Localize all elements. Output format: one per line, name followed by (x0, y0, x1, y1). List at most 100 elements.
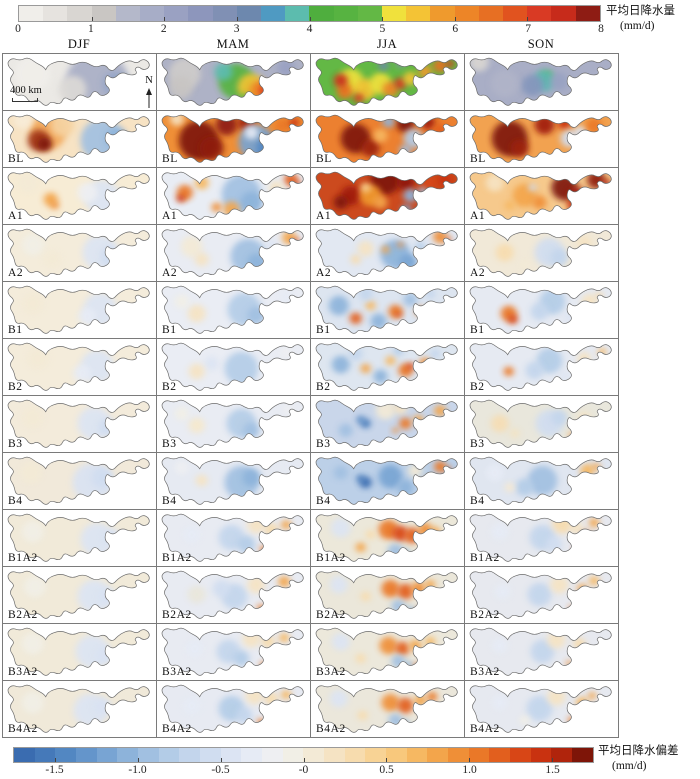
panel-label: B3 (470, 438, 485, 450)
colorbar-segment (357, 6, 383, 21)
map-panel-B3A2-SON: B3A2 (465, 624, 619, 681)
colorbar-segment (285, 6, 310, 21)
basin-map (315, 627, 458, 676)
map-panel-A2-DJF: A2 (3, 225, 157, 282)
panel-label: A2 (162, 267, 178, 279)
colorbar-tickmark (303, 758, 305, 762)
map-panel-B3-SON: B3 (465, 396, 619, 453)
panel-label: B4 (8, 495, 23, 507)
colorbar-segment (365, 748, 387, 762)
panel-label: B2A2 (162, 609, 192, 621)
colorbar-tickmark (551, 758, 553, 762)
bias-colorbar (13, 747, 594, 763)
map-panel-B1A2-JJA: B1A2 (311, 510, 465, 567)
basin-map (161, 171, 304, 220)
panel-label: B4 (162, 495, 177, 507)
colorbar-segment (236, 6, 262, 21)
colorbar-segment (489, 748, 511, 762)
map-panel-B2-JJA: B2 (311, 339, 465, 396)
basin-map (315, 456, 458, 505)
map-panel-B3-DJF: B3 (3, 396, 157, 453)
panel-label: B1 (8, 324, 23, 336)
colorbar-segment (503, 6, 528, 21)
colorbar-tickmark (91, 17, 93, 21)
colorbar-tickmark (382, 17, 384, 21)
colorbar-tick-label: 8 (598, 23, 604, 35)
panel-label: B3A2 (162, 666, 192, 678)
map-panel-observation-DJF: 400 km N (3, 54, 157, 111)
season-header-mam: MAM (216, 37, 250, 51)
basin-map (7, 285, 150, 334)
map-panel-A1-DJF: A1 (3, 168, 157, 225)
panel-label: B1A2 (316, 552, 346, 564)
map-panel-B2A2-SON: B2A2 (465, 567, 619, 624)
map-panel-B1A2-DJF: B1A2 (3, 510, 157, 567)
colorbar-segment (344, 748, 366, 762)
colorbar-segment (572, 748, 593, 762)
colorbar-segment (454, 6, 479, 21)
basin-map (7, 342, 150, 391)
colorbar-tick-label: 1.0 (462, 764, 477, 776)
map-panel-A2-JJA: A2 (311, 225, 465, 282)
panel-label: A2 (470, 267, 486, 279)
colorbar-tick-label: 3 (233, 23, 240, 35)
colorbar-segment (19, 6, 44, 21)
season-header-son: SON (527, 37, 555, 51)
basin-map (161, 285, 304, 334)
colorbar-segment (303, 748, 325, 762)
colorbar-segment (158, 748, 180, 762)
bias-title-unit: (mm/d) (612, 759, 647, 772)
map-panel-B3A2-DJF: B3A2 (3, 624, 157, 681)
colorbar-tickmark (454, 17, 456, 21)
colorbar-segment (551, 748, 573, 762)
basin-map (161, 114, 304, 163)
north-arrow-icon (146, 87, 152, 108)
panel-label: B1 (162, 324, 177, 336)
panel-label: B3 (162, 438, 177, 450)
map-panel-B2A2-DJF: B2A2 (3, 567, 157, 624)
panel-label: B1A2 (470, 552, 500, 564)
map-panel-B1A2-MAM: B1A2 (157, 510, 311, 567)
basin-map (469, 57, 612, 106)
colorbar-segment (406, 748, 428, 762)
colorbar-segment (212, 6, 237, 21)
colorbar-segment (324, 748, 345, 762)
basin-map (469, 513, 612, 562)
basin-map (161, 627, 304, 676)
colorbar-segment (427, 748, 449, 762)
panel-label: B3A2 (316, 666, 346, 678)
basin-map (7, 627, 150, 676)
colorbar-tick-label: -0.5 (211, 764, 230, 776)
basin-map (315, 684, 458, 733)
panel-label: B4A2 (316, 723, 346, 735)
colorbar-tickmark (468, 758, 470, 762)
colorbar-tickmark (309, 17, 311, 21)
panel-label: A1 (316, 210, 332, 222)
north-label: N (145, 75, 153, 86)
map-panel-observation-SON (465, 54, 619, 111)
colorbar-segment (282, 748, 304, 762)
map-panel-B1A2-SON: B1A2 (465, 510, 619, 567)
colorbar-segment (382, 6, 407, 21)
map-panel-observation-JJA (311, 54, 465, 111)
basin-map (161, 399, 304, 448)
season-header-djf: DJF (67, 37, 91, 51)
basin-map (161, 456, 304, 505)
north-arrow: N (143, 75, 155, 114)
season-headers: DJF MAM JJA SON (0, 37, 700, 52)
colorbar-segment (55, 748, 77, 762)
map-panel-BL-SON: BL (465, 111, 619, 168)
map-panel-B1-DJF: B1 (3, 282, 157, 339)
colorbar-segment (96, 748, 118, 762)
basin-map (469, 171, 612, 220)
panel-label: A1 (8, 210, 24, 222)
map-panel-A1-MAM: A1 (157, 168, 311, 225)
panel-label: B4 (316, 495, 331, 507)
colorbar-segment (575, 6, 600, 21)
colorbar-segment (262, 748, 283, 762)
colorbar-segment (448, 748, 469, 762)
colorbar-tickmark (527, 17, 529, 21)
colorbar-tick-label: -0 (298, 764, 309, 776)
map-panel-B2-SON: B2 (465, 339, 619, 396)
